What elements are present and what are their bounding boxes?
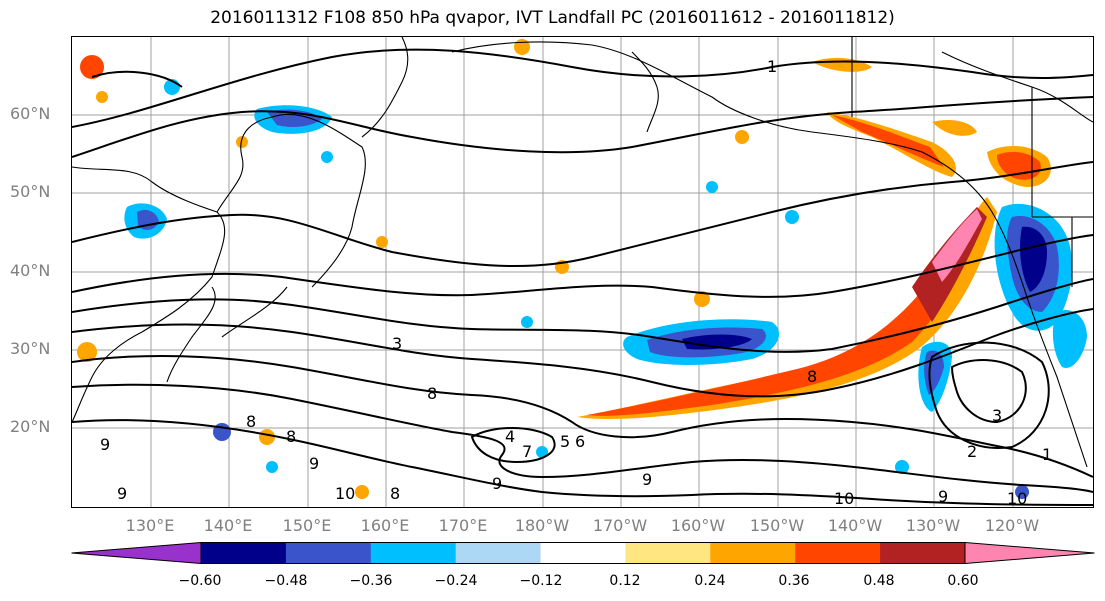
colorbar-tick: 0.48 <box>863 573 895 589</box>
colorbar-extend-high <box>965 542 1095 564</box>
contour-label: 3 <box>992 406 1002 425</box>
colorbar-tick: −0.24 <box>434 573 478 589</box>
contour-label: 1 <box>1042 445 1052 464</box>
map-canvas: 1 3 3 8 8 9 9 10 9 4 5 6 7 8 9 9 8 10 1 … <box>72 37 1093 507</box>
lat-label: 20°N <box>10 417 51 436</box>
lon-label: 180°W <box>514 516 570 535</box>
colorbar-segments <box>71 542 1095 564</box>
lon-label: 150°W <box>749 516 805 535</box>
colorbar-tick: −0.36 <box>349 573 393 589</box>
colorbar-segment <box>540 542 626 564</box>
lon-label: 140°E <box>203 516 253 535</box>
moisture-anomaly-fills <box>77 39 1087 499</box>
lon-label: 170°E <box>438 516 488 535</box>
colorbar-segment <box>201 542 287 564</box>
contour-label: 8 <box>286 427 296 446</box>
contour-label: 8 <box>427 384 437 403</box>
lat-label: 60°N <box>10 104 51 123</box>
colorbar-tick: 0.24 <box>694 573 726 589</box>
colorbar-segment <box>710 542 796 564</box>
contour-labels: 1 3 3 8 8 9 9 10 9 4 5 6 7 8 9 9 8 10 1 … <box>100 57 1052 507</box>
lon-label: 160°E <box>360 516 410 535</box>
contour-label: 8 <box>246 412 256 431</box>
lon-label: 170°W <box>592 516 648 535</box>
map-title: 2016011312 F108 850 hPa qvapor, IVT Land… <box>210 8 895 28</box>
contour-label: 10 <box>335 484 355 503</box>
contour-label: 9 <box>938 487 948 506</box>
contour-label: 9 <box>117 484 127 503</box>
lon-label: 160°W <box>670 516 726 535</box>
contour-label: 9 <box>492 474 502 493</box>
colorbar-extend-low <box>71 542 201 564</box>
contour-label: 3 <box>392 334 402 353</box>
contour-label: 6 <box>575 432 585 451</box>
lon-label: 150°E <box>282 516 332 535</box>
colorbar-segment <box>370 542 457 564</box>
contour-label: 8 <box>807 367 817 386</box>
colorbar-tick: −0.60 <box>178 573 222 589</box>
coastlines <box>72 37 1093 468</box>
lon-label: 130°E <box>125 516 175 535</box>
colorbar-tick: 0.60 <box>947 573 979 589</box>
colorbar <box>71 542 1095 564</box>
contour-label: 1 <box>767 57 777 76</box>
colorbar-tick: 0.36 <box>778 573 810 589</box>
colorbar-segment <box>880 542 966 564</box>
contour-label: 4 <box>505 427 515 446</box>
contour-label: 9 <box>642 470 652 489</box>
contour-label: 7 <box>522 442 532 461</box>
contour-label: 8 <box>390 484 400 503</box>
lat-label: 50°N <box>10 182 51 201</box>
colorbar-segment <box>285 542 372 564</box>
lat-label: 40°N <box>10 261 51 280</box>
contour-label: 10 <box>1007 489 1027 507</box>
contour-label: 9 <box>309 454 319 473</box>
contour-label: 10 <box>834 489 854 507</box>
contour-label: 2 <box>967 442 977 461</box>
map-panel: 1 3 3 8 8 9 9 10 9 4 5 6 7 8 9 9 8 10 1 … <box>71 36 1094 508</box>
colorbar-segment <box>455 542 542 564</box>
colorbar-tick: 0.12 <box>609 573 641 589</box>
contour-label: 5 <box>560 432 570 451</box>
contours <box>72 48 1093 506</box>
lat-label: 30°N <box>10 339 51 358</box>
colorbar-segment <box>795 542 881 564</box>
contour-label: 9 <box>100 435 110 454</box>
colorbar-segment <box>625 542 711 564</box>
colorbar-tick: −0.48 <box>264 573 308 589</box>
colorbar-tick: −0.12 <box>519 573 563 589</box>
lon-label: 130°W <box>905 516 961 535</box>
lon-label: 120°W <box>984 516 1040 535</box>
lon-label: 140°W <box>827 516 883 535</box>
